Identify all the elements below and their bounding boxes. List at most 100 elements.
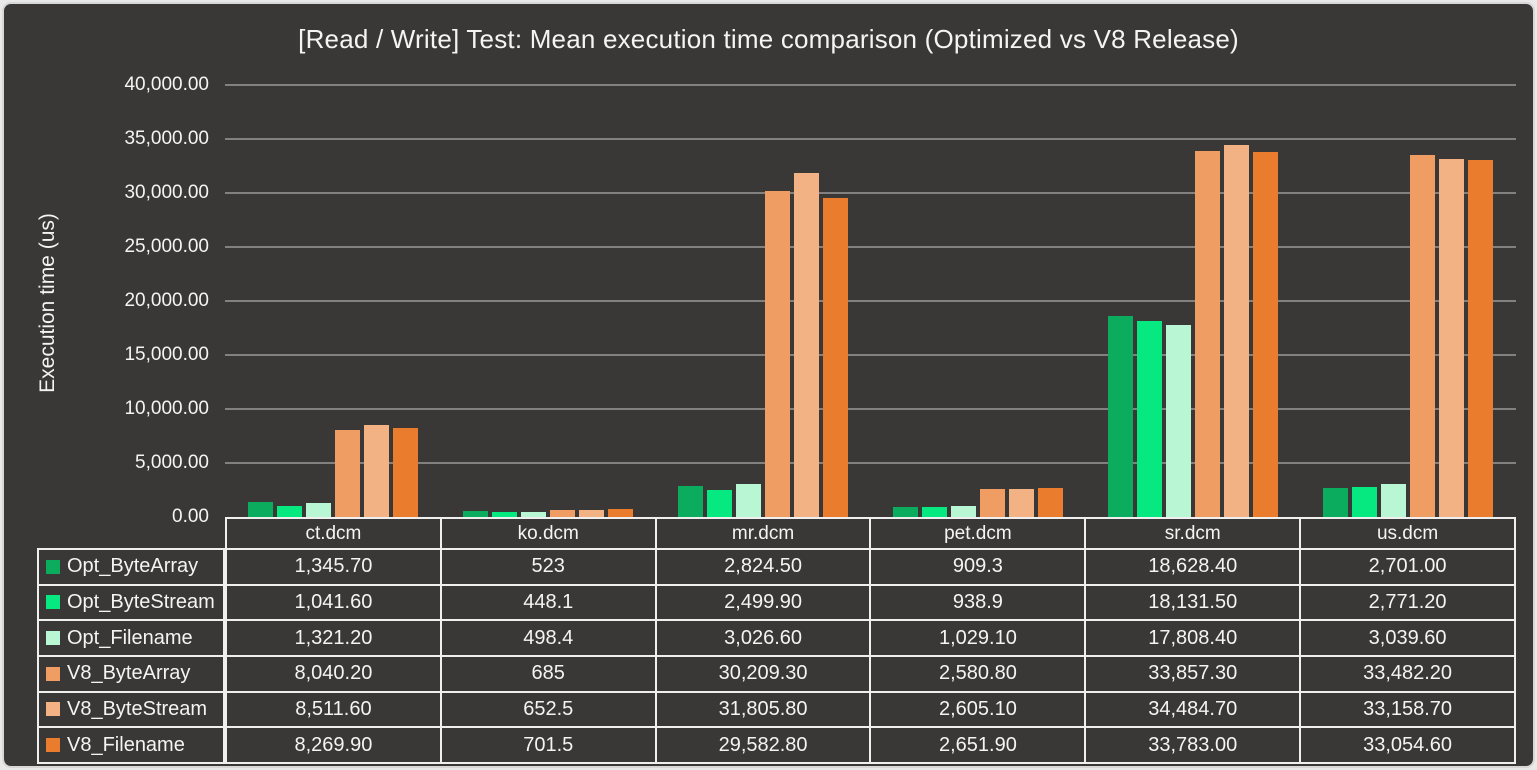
value-cell-Opt_ByteStream-mr.dcm: 2,499.90 [656, 585, 870, 620]
y-tick-label: 35,000.00 [124, 128, 209, 149]
bar-V8_ByteStream-sr.dcm [1224, 145, 1250, 517]
bar-V8_ByteArray-us.dcm [1410, 155, 1436, 517]
value-cell-V8_ByteStream-mr.dcm: 31,805.80 [656, 692, 870, 727]
data-table-values: 1,345.70 523 2,824.50 909.3 18,628.40 2,701.0… [225, 548, 1516, 764]
series-label-V8_ByteStream: V8_ByteStream [39, 692, 223, 727]
legend-swatch-icon [46, 559, 60, 574]
value-cell-V8_ByteStream-ct.dcm: 8,511.60 [227, 692, 440, 727]
y-tick-label: 30,000.00 [124, 182, 209, 203]
bar-group-us.dcm [1301, 85, 1516, 517]
y-tick-label: 5,000.00 [135, 452, 209, 473]
legend-swatch-icon [46, 738, 60, 753]
series-name: Opt_ByteStream [67, 590, 215, 613]
bar-Opt_ByteStream-ko.dcm [491, 512, 517, 517]
category-header-ct.dcm: ct.dcm [227, 519, 440, 548]
value-cell-V8_ByteArray-pet.dcm: 2,580.80 [871, 657, 1085, 691]
value-cell-Opt_ByteStream-ko.dcm: 448.1 [441, 585, 655, 620]
value-cell-V8_Filename-ko.dcm: 701.5 [441, 728, 655, 762]
bar-V8_ByteArray-mr.dcm [764, 191, 790, 517]
chart-title: [Read / Write] Test: Mean execution time… [298, 24, 1239, 54]
value-cell-V8_Filename-sr.dcm: 33,783.00 [1086, 728, 1300, 762]
value-cell-V8_Filename-mr.dcm: 29,582.80 [656, 728, 870, 762]
y-tick-label: 0.00 [172, 506, 209, 527]
bar-Opt_Filename-sr.dcm [1166, 325, 1192, 517]
bar-V8_Filename-us.dcm [1468, 160, 1494, 517]
gridline [225, 408, 1516, 410]
y-tick-label: 40,000.00 [124, 74, 209, 95]
bar-V8_ByteArray-ct.dcm [334, 430, 360, 517]
gridline [225, 246, 1516, 248]
plot-area [225, 85, 1516, 517]
legend-swatch-icon [46, 631, 60, 646]
category-header-us.dcm: us.dcm [1301, 519, 1514, 548]
value-cell-V8_Filename-us.dcm: 33,054.60 [1301, 728, 1514, 762]
value-cell-Opt_ByteStream-pet.dcm: 938.9 [871, 585, 1085, 620]
value-cell-Opt_Filename-sr.dcm: 17,808.40 [1086, 621, 1300, 655]
bar-V8_ByteArray-sr.dcm [1195, 151, 1221, 517]
bar-group-sr.dcm [1086, 85, 1301, 517]
bar-Opt_Filename-mr.dcm [735, 484, 761, 517]
bar-V8_ByteStream-mr.dcm [793, 173, 819, 517]
series-name: V8_ByteArray [67, 662, 191, 685]
category-header-ko.dcm: ko.dcm [441, 519, 655, 548]
value-cell-Opt_ByteArray-ko.dcm: 523 [441, 550, 655, 584]
legend-swatch-icon [46, 666, 60, 681]
legend-swatch-icon [46, 702, 60, 717]
bar-Opt_Filename-pet.dcm [951, 506, 977, 517]
series-name: Opt_ByteArray [67, 555, 199, 578]
series-label-Opt_Filename: Opt_Filename [39, 621, 223, 655]
value-cell-Opt_ByteArray-us.dcm: 2,701.00 [1301, 550, 1514, 584]
bar-V8_Filename-ct.dcm [392, 428, 418, 517]
series-name: V8_ByteStream [67, 697, 208, 720]
gridline [225, 84, 1516, 86]
series-label-Opt_ByteArray: Opt_ByteArray [39, 550, 223, 584]
value-cell-Opt_Filename-us.dcm: 3,039.60 [1301, 621, 1514, 655]
bar-V8_Filename-pet.dcm [1038, 488, 1064, 517]
value-cell-V8_ByteStream-us.dcm: 33,158.70 [1301, 692, 1514, 727]
y-tick-label: 20,000.00 [124, 290, 209, 311]
value-cell-Opt_Filename-pet.dcm: 1,029.10 [871, 621, 1085, 655]
category-header-mr.dcm: mr.dcm [656, 519, 870, 548]
value-cell-Opt_ByteStream-sr.dcm: 18,131.50 [1086, 585, 1300, 620]
bar-Opt_Filename-ko.dcm [520, 512, 546, 517]
bar-Opt_ByteArray-sr.dcm [1108, 316, 1134, 517]
bar-Opt_ByteStream-pet.dcm [922, 507, 948, 517]
series-label-column: Opt_ByteArray Opt_ByteStream Opt_Filename V… [37, 548, 225, 764]
bar-V8_Filename-ko.dcm [607, 509, 633, 517]
bar-group-ko.dcm [440, 85, 655, 517]
bar-Opt_ByteArray-pet.dcm [893, 507, 919, 517]
value-cell-Opt_Filename-ko.dcm: 498.4 [441, 621, 655, 655]
bar-V8_ByteStream-us.dcm [1439, 159, 1465, 517]
legend-swatch-icon [46, 595, 60, 610]
value-cell-V8_ByteArray-sr.dcm: 33,857.30 [1086, 657, 1300, 691]
bar-Opt_ByteArray-us.dcm [1323, 488, 1349, 517]
gridline [225, 300, 1516, 302]
bar-Opt_ByteStream-mr.dcm [706, 490, 732, 517]
series-name: Opt_Filename [67, 626, 193, 649]
value-cell-V8_ByteStream-pet.dcm: 2,605.10 [871, 692, 1085, 727]
value-cell-V8_Filename-pet.dcm: 2,651.90 [871, 728, 1085, 762]
bar-V8_Filename-mr.dcm [822, 198, 848, 517]
value-cell-Opt_Filename-mr.dcm: 3,026.60 [656, 621, 870, 655]
y-tick-label: 15,000.00 [124, 344, 209, 365]
bar-Opt_ByteArray-mr.dcm [677, 486, 703, 517]
gridline [225, 192, 1516, 194]
bar-V8_ByteArray-ko.dcm [549, 510, 575, 517]
category-header-sr.dcm: sr.dcm [1086, 519, 1300, 548]
bar-V8_ByteArray-pet.dcm [980, 489, 1006, 517]
bar-V8_Filename-sr.dcm [1253, 152, 1279, 517]
series-label-V8_Filename: V8_Filename [39, 728, 223, 762]
value-cell-Opt_ByteArray-mr.dcm: 2,824.50 [656, 550, 870, 584]
bar-group-ct.dcm [225, 85, 440, 517]
bar-V8_ByteStream-pet.dcm [1009, 489, 1035, 517]
series-name: V8_Filename [67, 733, 185, 756]
bar-Opt_ByteStream-sr.dcm [1137, 321, 1163, 517]
value-cell-V8_ByteStream-sr.dcm: 34,484.70 [1086, 692, 1300, 727]
bar-group-mr.dcm [655, 85, 870, 517]
bar-V8_ByteStream-ct.dcm [363, 425, 389, 517]
value-cell-Opt_Filename-ct.dcm: 1,321.20 [227, 621, 440, 655]
category-header-row: ct.dcm ko.dcm mr.dcm pet.dcm sr.dcm us.dcm [225, 517, 1516, 550]
bar-group-pet.dcm [871, 85, 1086, 517]
bar-Opt_ByteArray-ko.dcm [462, 511, 488, 517]
